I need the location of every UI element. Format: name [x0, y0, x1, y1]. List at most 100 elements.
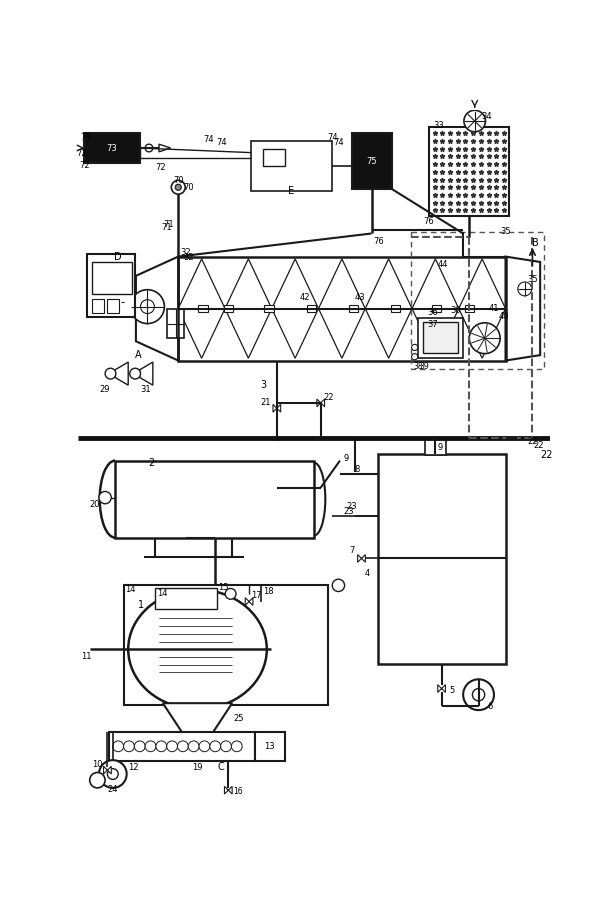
- Text: 6: 6: [487, 702, 493, 710]
- Polygon shape: [109, 732, 255, 761]
- Text: 32: 32: [181, 248, 191, 257]
- Circle shape: [231, 741, 242, 752]
- Text: 18: 18: [263, 587, 273, 596]
- Bar: [432, 305, 441, 312]
- Polygon shape: [159, 144, 170, 152]
- Bar: [425, 437, 446, 455]
- Text: 39: 39: [420, 362, 430, 371]
- Text: 40: 40: [499, 312, 509, 321]
- Text: 32: 32: [183, 253, 194, 262]
- Text: D: D: [113, 252, 121, 262]
- Text: 34: 34: [481, 112, 492, 121]
- Bar: [178, 256, 506, 360]
- Bar: [155, 587, 217, 609]
- Bar: [465, 305, 474, 312]
- Text: 17: 17: [251, 591, 262, 600]
- Text: 35: 35: [500, 227, 511, 236]
- Text: 72: 72: [155, 163, 166, 172]
- Text: 19: 19: [192, 763, 203, 772]
- Text: 8: 8: [354, 465, 360, 474]
- Bar: [378, 455, 506, 664]
- Circle shape: [470, 323, 500, 354]
- Circle shape: [463, 679, 494, 710]
- Bar: [88, 255, 135, 317]
- Text: 30: 30: [450, 306, 461, 315]
- Bar: [224, 305, 233, 312]
- Polygon shape: [273, 404, 281, 412]
- Polygon shape: [178, 259, 225, 358]
- Bar: [307, 305, 316, 312]
- Text: 74: 74: [327, 132, 338, 142]
- Text: 75: 75: [366, 156, 377, 165]
- Text: 73: 73: [107, 143, 118, 153]
- Circle shape: [210, 741, 221, 752]
- Text: 42: 42: [300, 293, 311, 301]
- Text: A: A: [135, 350, 142, 360]
- Text: 9: 9: [438, 443, 443, 452]
- Bar: [92, 299, 104, 312]
- Text: 33: 33: [433, 121, 444, 130]
- Circle shape: [473, 688, 485, 701]
- Circle shape: [99, 760, 127, 788]
- Bar: [428, 127, 509, 216]
- Circle shape: [156, 741, 167, 752]
- Text: 36: 36: [427, 308, 438, 316]
- Text: 25: 25: [233, 714, 243, 723]
- Polygon shape: [104, 766, 112, 774]
- Polygon shape: [224, 787, 232, 794]
- Text: 2: 2: [148, 458, 154, 468]
- Text: 74: 74: [204, 135, 215, 144]
- Bar: [124, 585, 329, 705]
- Text: 38: 38: [414, 362, 424, 371]
- Circle shape: [113, 741, 124, 752]
- Circle shape: [105, 369, 116, 379]
- Polygon shape: [245, 597, 253, 606]
- Text: 21: 21: [260, 398, 270, 407]
- Circle shape: [411, 345, 417, 350]
- Text: C: C: [217, 762, 224, 772]
- Circle shape: [124, 741, 134, 752]
- Text: 44: 44: [438, 260, 448, 268]
- Polygon shape: [272, 259, 319, 358]
- Circle shape: [89, 773, 105, 788]
- Text: B: B: [532, 238, 539, 248]
- Polygon shape: [136, 256, 178, 360]
- Text: 72: 72: [79, 161, 89, 170]
- Bar: [263, 149, 284, 165]
- Text: 76: 76: [423, 218, 434, 226]
- Circle shape: [145, 741, 156, 752]
- Text: 3: 3: [260, 380, 266, 391]
- Text: 16: 16: [233, 788, 242, 796]
- Text: 23: 23: [346, 503, 357, 511]
- Bar: [264, 305, 274, 312]
- Text: 74: 74: [216, 138, 227, 147]
- Text: 22: 22: [540, 450, 553, 460]
- Text: 5: 5: [449, 686, 454, 696]
- Polygon shape: [438, 685, 446, 692]
- Circle shape: [199, 741, 210, 752]
- Circle shape: [130, 369, 140, 379]
- Bar: [351, 133, 392, 188]
- Bar: [107, 299, 119, 312]
- Circle shape: [107, 768, 118, 779]
- Polygon shape: [357, 554, 365, 562]
- Text: 13: 13: [264, 742, 275, 751]
- Circle shape: [99, 492, 112, 504]
- Text: 22: 22: [533, 441, 544, 449]
- Circle shape: [140, 300, 154, 313]
- Text: 10: 10: [92, 760, 102, 769]
- Polygon shape: [140, 362, 153, 385]
- Circle shape: [167, 741, 178, 752]
- Text: 31: 31: [140, 385, 150, 394]
- Circle shape: [171, 180, 185, 194]
- Text: 76: 76: [373, 237, 384, 245]
- Text: 70: 70: [183, 183, 194, 192]
- Text: 11: 11: [80, 652, 91, 662]
- Circle shape: [178, 741, 188, 752]
- Polygon shape: [225, 259, 272, 358]
- Text: 35: 35: [527, 275, 538, 284]
- Text: 24: 24: [107, 785, 118, 794]
- Text: 72: 72: [77, 149, 87, 158]
- Text: 14: 14: [158, 588, 168, 597]
- Text: 7: 7: [349, 546, 354, 555]
